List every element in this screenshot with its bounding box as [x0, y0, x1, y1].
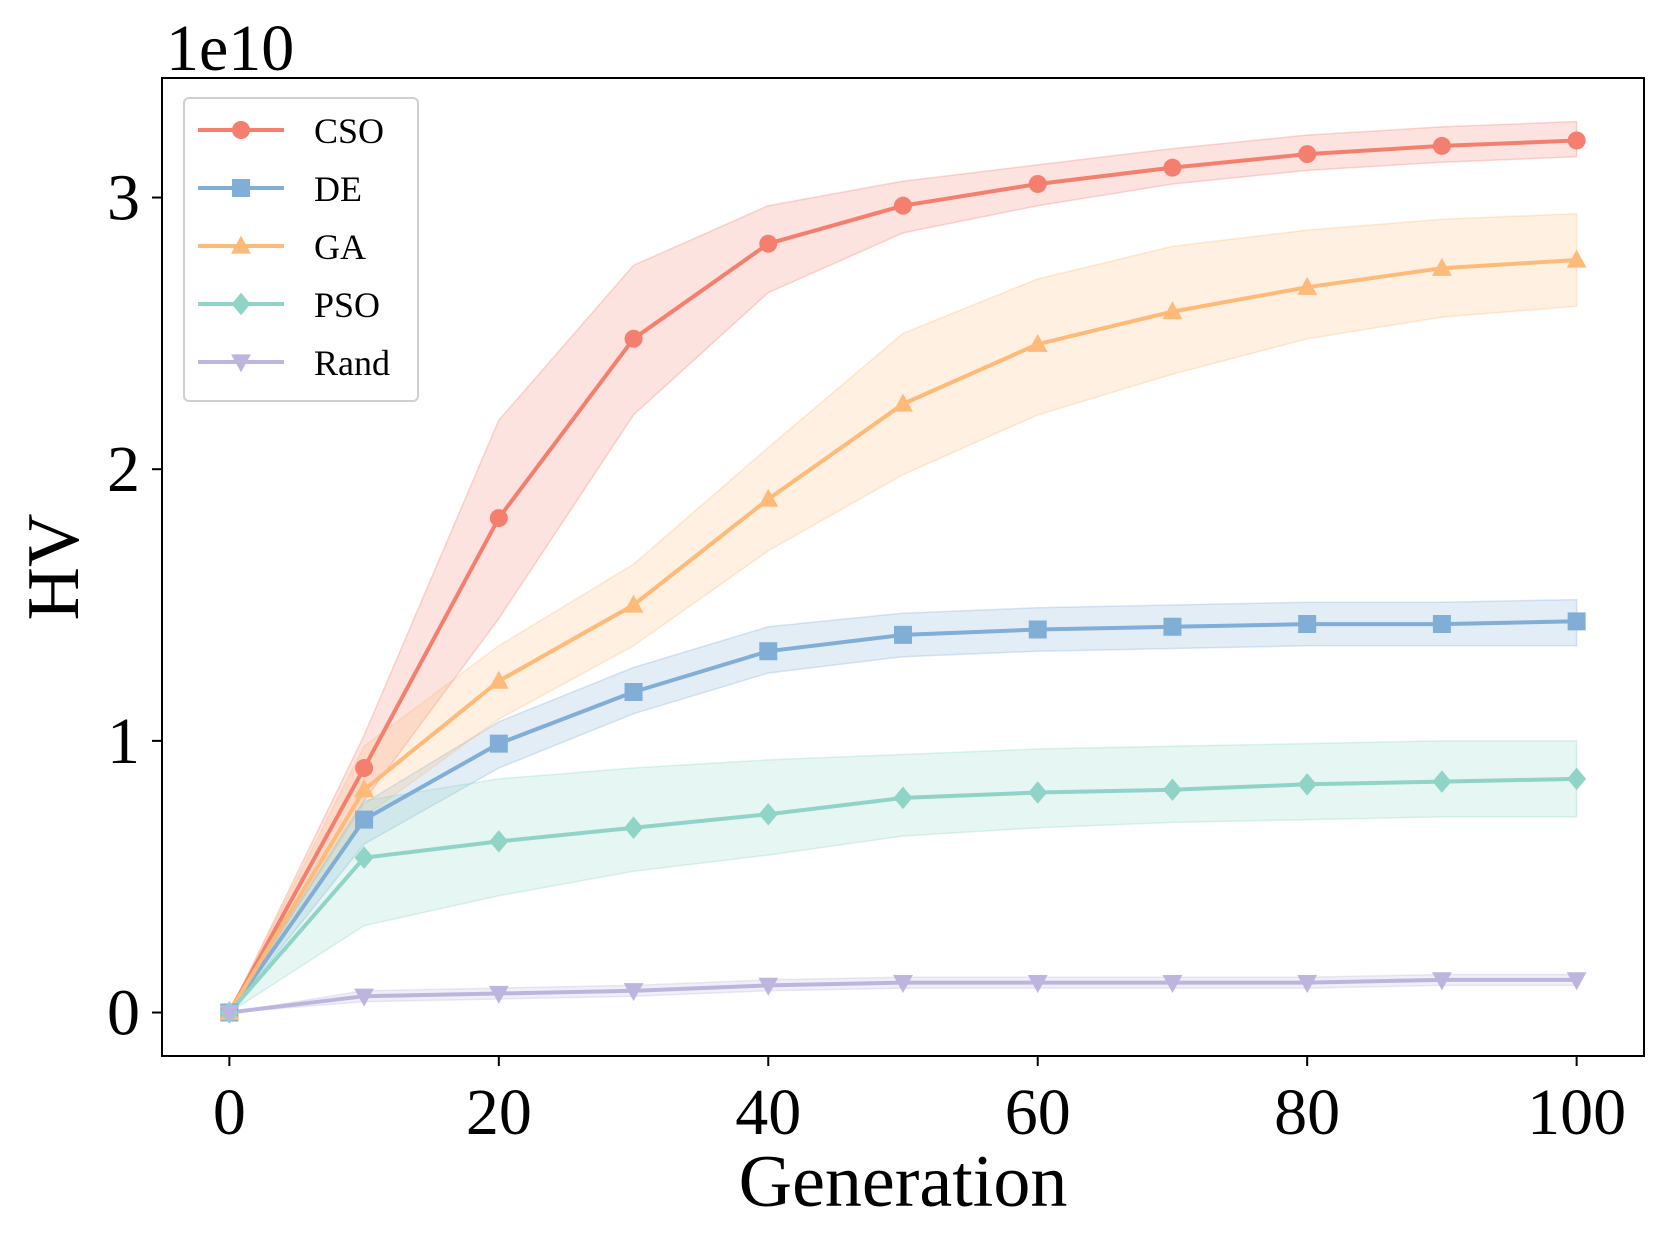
legend: CSO DE GA PSO Rand	[183, 97, 419, 402]
pso-point	[758, 802, 778, 826]
legend-ga-marker	[231, 235, 251, 254]
cso-point	[1163, 158, 1182, 177]
x-axis-label: Generation	[739, 1141, 1068, 1223]
legend-de-label: DE	[314, 169, 362, 209]
cso-point	[1567, 131, 1586, 150]
de-point	[894, 625, 912, 644]
cso-point	[894, 196, 912, 215]
pso-point	[1567, 767, 1587, 791]
rand-point	[1162, 975, 1183, 993]
pso-point	[489, 830, 509, 853]
y-tick-label: 3	[107, 162, 140, 235]
ga-point	[354, 779, 374, 798]
ga-point	[1566, 249, 1587, 268]
cso-point	[624, 329, 643, 348]
confidence-bands	[228, 120, 1578, 1014]
ga-point	[488, 670, 509, 689]
legend-pso-label: PSO	[314, 285, 380, 325]
rand-point	[1432, 972, 1452, 991]
legend-rand-label: Rand	[314, 343, 390, 383]
cso-point	[489, 509, 508, 528]
y-tick-label: 1	[107, 705, 140, 778]
x-tick-label: 20	[466, 1076, 532, 1149]
de-point	[1298, 615, 1317, 634]
rand-point	[354, 988, 374, 1007]
ga-point	[1027, 333, 1048, 352]
cso-point	[759, 234, 778, 253]
ga-point	[1297, 276, 1318, 295]
y-tick-label: 2	[107, 433, 140, 506]
pso-point	[1297, 773, 1317, 796]
pso-point	[354, 846, 374, 869]
y-tick-label: 0	[107, 977, 140, 1050]
pso-point	[1028, 781, 1048, 804]
legend-pso-marker	[231, 292, 251, 316]
cso-point	[1432, 136, 1451, 155]
rand-point	[1566, 972, 1587, 991]
de-point	[624, 682, 643, 701]
ga-point	[893, 393, 913, 412]
de-point	[355, 810, 374, 829]
de-point	[1163, 617, 1182, 636]
pso-point	[624, 816, 643, 840]
de-point	[489, 734, 508, 753]
y-axis-offset-label: 1e10	[166, 12, 294, 85]
axes-frame	[161, 77, 1645, 1057]
pso-point	[893, 786, 913, 810]
legend-rand-marker	[231, 354, 251, 373]
rand-point	[219, 1004, 240, 1023]
legend-box	[183, 97, 419, 402]
legend-cso-marker	[232, 121, 250, 139]
series-markers	[219, 131, 1587, 1024]
legend-de-marker	[232, 179, 250, 197]
rand-point	[893, 975, 913, 993]
rand-point	[1027, 975, 1048, 993]
x-tick-label: 40	[735, 1076, 801, 1149]
ga-point	[1162, 301, 1183, 320]
x-tick-label: 80	[1274, 1076, 1340, 1149]
legend-cso-label: CSO	[314, 111, 384, 151]
y-axis-label: HV	[13, 514, 95, 621]
de-point	[1432, 615, 1451, 634]
ga-point	[1432, 257, 1452, 276]
pso-point	[1163, 778, 1182, 802]
x-axis-ticks: 0 20 40 60 80 100	[213, 1056, 1626, 1149]
rand-point	[1297, 975, 1318, 993]
de-point	[1567, 612, 1586, 631]
rand-point	[488, 985, 509, 1004]
cso-point	[355, 759, 374, 778]
de-point	[1028, 620, 1047, 639]
ga-point	[623, 594, 644, 613]
cso-point	[1298, 145, 1317, 164]
cso-point	[1028, 174, 1047, 193]
legend-ga-label: GA	[314, 227, 366, 267]
x-tick-label: 0	[213, 1076, 246, 1149]
x-tick-label: 100	[1527, 1076, 1626, 1149]
rand-point	[623, 983, 644, 1002]
y-axis-ticks: 0 1 2 3	[107, 162, 162, 1050]
de-point	[759, 642, 778, 661]
x-tick-label: 60	[1005, 1076, 1071, 1149]
pso-point	[1432, 770, 1452, 793]
rand-point	[758, 977, 779, 996]
ga-point	[758, 488, 779, 507]
